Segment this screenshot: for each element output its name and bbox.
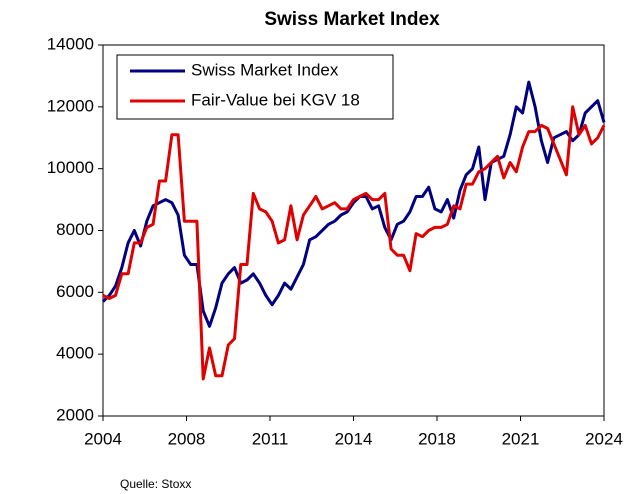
x-tick-label: 2018: [418, 429, 456, 448]
y-tick-label: 2000: [56, 405, 94, 424]
y-tick-label: 12000: [47, 96, 94, 115]
x-tick-label: 2021: [502, 429, 540, 448]
chart-title: Swiss Market Index: [264, 9, 440, 30]
y-tick-label: 10000: [47, 158, 94, 177]
x-tick-label: 2004: [84, 429, 122, 448]
y-tick-label: 8000: [56, 220, 94, 239]
y-tick-label: 4000: [56, 344, 94, 363]
legend-label: Swiss Market Index: [191, 60, 339, 79]
x-tick-label: 2011: [252, 429, 289, 448]
x-tick-label: 2024: [585, 429, 623, 448]
source-note: Quelle: Stoxx: [120, 477, 191, 491]
legend-label: Fair-Value bei KGV 18: [191, 90, 360, 109]
y-tick-label: 6000: [56, 282, 94, 301]
data-line: [101, 80, 606, 328]
legend-box: [116, 54, 394, 120]
x-tick-label: 2014: [335, 429, 373, 448]
x-tick-label: 2008: [168, 429, 206, 448]
y-tick-label: 14000: [47, 34, 94, 53]
data-line: [102, 105, 606, 381]
